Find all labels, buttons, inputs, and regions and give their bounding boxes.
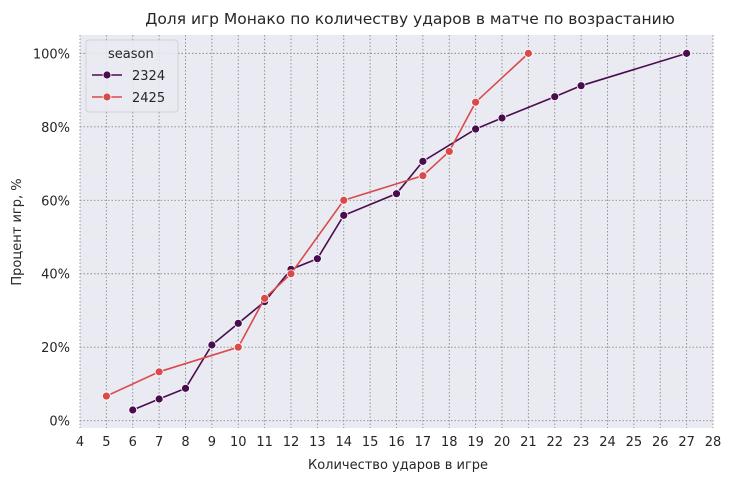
x-tick-label: 19	[467, 435, 484, 450]
x-tick-label: 15	[362, 435, 379, 450]
legend-entry: 2425	[92, 91, 165, 106]
legend-entries: 2324 2425	[92, 69, 165, 106]
data-point	[286, 269, 296, 279]
x-tick-label: 12	[283, 435, 300, 450]
legend-marker	[102, 92, 112, 102]
data-point	[682, 48, 692, 58]
legend-label: 2425	[132, 91, 165, 106]
data-point	[497, 113, 507, 123]
x-tick-label: 4	[76, 435, 84, 450]
data-point	[339, 210, 349, 220]
y-tick-label: 40%	[41, 268, 70, 283]
y-axis-label: Процент игр, %	[10, 178, 25, 285]
x-tick-label: 25	[626, 435, 643, 450]
data-point	[418, 156, 428, 166]
legend-label: 2324	[132, 69, 165, 84]
data-point	[207, 340, 217, 350]
x-tick-label: 18	[441, 435, 458, 450]
x-tick-label: 28	[705, 435, 722, 450]
y-axis-ticks: 0% 20% 40% 60% 80% 100%	[33, 47, 70, 429]
data-point	[444, 147, 454, 156]
data-point	[550, 92, 560, 102]
series-2425	[101, 48, 533, 401]
x-tick-label: 8	[181, 435, 189, 450]
chart-title: Доля игр Монако по количеству ударов в м…	[145, 10, 675, 28]
x-tick-label: 17	[415, 435, 432, 450]
x-tick-label: 26	[652, 435, 669, 450]
data-point	[418, 171, 428, 181]
x-axis-label: Количество ударов в игре	[308, 458, 488, 473]
legend-entry: 2324	[92, 69, 165, 84]
data-point	[154, 394, 164, 404]
x-tick-label: 5	[102, 435, 110, 450]
data-point	[392, 189, 401, 199]
x-tick-label: 20	[494, 435, 511, 450]
data-point	[312, 254, 322, 264]
y-tick-label: 20%	[41, 341, 70, 356]
data-point	[471, 97, 481, 107]
data-point	[154, 367, 164, 377]
data-point	[471, 124, 481, 134]
x-tick-label: 14	[335, 435, 352, 450]
data-point	[101, 391, 111, 401]
y-tick-label: 100%	[33, 47, 70, 62]
data-point	[181, 383, 190, 393]
x-tick-label: 10	[230, 435, 247, 450]
x-tick-label: 6	[129, 435, 137, 450]
data-point	[260, 293, 270, 303]
series-line	[132, 52, 687, 411]
series-2324	[128, 48, 692, 415]
legend-title: season	[108, 47, 154, 62]
grid	[79, 35, 714, 428]
x-tick-label: 11	[256, 435, 273, 450]
x-tick-label: 9	[208, 435, 216, 450]
data-point	[523, 48, 533, 58]
y-tick-label: 80%	[41, 121, 70, 136]
x-tick-label: 23	[573, 435, 590, 450]
x-tick-label: 22	[546, 435, 563, 450]
series-line	[106, 52, 529, 397]
x-tick-label: 27	[678, 435, 695, 450]
data-point	[576, 81, 586, 91]
legend: season 2324 2425	[85, 39, 179, 113]
y-tick-label: 60%	[41, 194, 70, 209]
data-point	[339, 195, 349, 205]
y-tick-label: 0%	[49, 415, 70, 430]
x-tick-label: 24	[599, 435, 616, 450]
x-tick-label: 21	[520, 435, 537, 450]
x-tick-label: 16	[388, 435, 405, 450]
data-point	[233, 318, 243, 328]
x-axis-ticks: 4 5 6 7 8 9 10 11 12 13 14 15 16 17 18 19 20 21 22 23 24 25 26…	[76, 435, 721, 450]
data-point	[233, 342, 243, 352]
data-point	[128, 405, 138, 415]
x-tick-label: 13	[309, 435, 326, 450]
legend-marker	[102, 70, 112, 80]
series-layer	[101, 48, 692, 415]
x-tick-label: 7	[155, 435, 163, 450]
